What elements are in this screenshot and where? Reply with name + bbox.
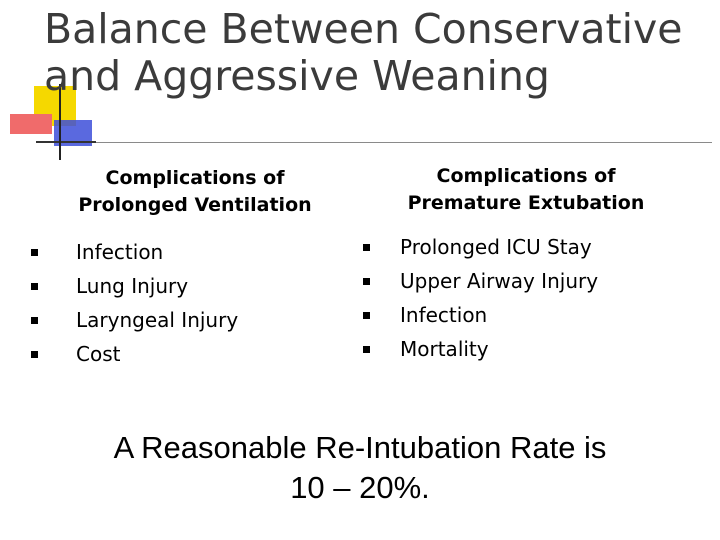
list-item-label: Infection — [76, 240, 164, 264]
left-column-heading: Complications of Prolonged Ventilation — [50, 165, 340, 219]
list-item: Upper Airway Injury — [362, 264, 598, 298]
list-item-label: Upper Airway Injury — [400, 269, 599, 293]
list-item: Infection — [30, 235, 238, 269]
conclusion-line-1: A Reasonable Re-Intubation Rate is — [113, 430, 607, 465]
list-item: Cost — [30, 337, 238, 371]
list-item-label: Laryngeal Injury — [76, 308, 239, 332]
list-item: Mortality — [362, 332, 598, 366]
right-heading-line-1: Complications of — [436, 165, 616, 187]
bullet-icon — [363, 346, 370, 353]
right-column-heading: Complications of Premature Extubation — [376, 163, 676, 217]
bullet-icon — [363, 244, 370, 251]
left-heading-line-2: Prolonged Ventilation — [78, 194, 312, 216]
list-item-label: Lung Injury — [76, 274, 189, 298]
list-item: Lung Injury — [30, 269, 238, 303]
title-divider-line — [36, 142, 712, 143]
list-item-label: Cost — [76, 342, 121, 366]
bullet-icon — [31, 249, 38, 256]
decorative-vertical-line — [59, 84, 61, 160]
bullet-icon — [31, 283, 38, 290]
left-heading-line-1: Complications of — [105, 167, 285, 189]
conclusion-line-2: 10 – 20%. — [290, 470, 430, 505]
bullet-icon — [363, 278, 370, 285]
right-heading-line-2: Premature Extubation — [407, 192, 645, 214]
bullet-icon — [31, 317, 38, 324]
decorative-pink-square — [10, 114, 52, 134]
slide-title: Balance Between Conservative and Aggress… — [44, 6, 682, 100]
prolonged-ventilation-list: Infection Lung Injury Laryngeal Injury C… — [30, 235, 238, 371]
list-item-label: Prolonged ICU Stay — [400, 235, 592, 259]
slide-title-line-2: and Aggressive Weaning — [44, 52, 550, 100]
bullet-icon — [363, 312, 370, 319]
bullet-icon — [31, 351, 38, 358]
premature-extubation-list: Prolonged ICU Stay Upper Airway Injury I… — [362, 230, 598, 366]
list-item: Infection — [362, 298, 598, 332]
list-item-label: Infection — [400, 303, 488, 327]
slide-title-line-1: Balance Between Conservative — [44, 5, 683, 53]
list-item-label: Mortality — [400, 337, 489, 361]
title-divider-accent — [36, 141, 96, 143]
conclusion-text: A Reasonable Re-Intubation Rate is 10 – … — [40, 428, 680, 508]
list-item: Prolonged ICU Stay — [362, 230, 598, 264]
list-item: Laryngeal Injury — [30, 303, 238, 337]
